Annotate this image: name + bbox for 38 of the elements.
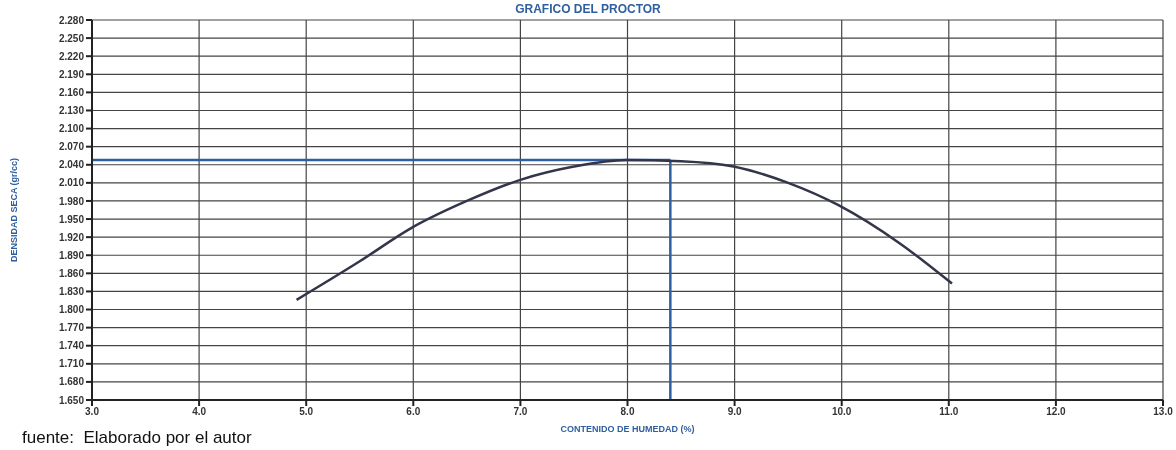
x-tick-label: 5.0 (299, 406, 314, 418)
y-tick-label: 2.040 (58, 159, 85, 171)
line-series (295, 158, 954, 302)
y-tick-label: 2.130 (58, 105, 85, 117)
y-tick-label: 2.160 (58, 86, 85, 98)
y-tick-label: 1.890 (58, 249, 85, 261)
y-tick-label: 1.710 (58, 358, 85, 370)
y-tick-label: 1.830 (58, 285, 85, 297)
x-tick-label: 11.0 (939, 406, 959, 418)
y-tick-label: 1.980 (58, 195, 85, 207)
x-axis-title: CONTENIDO DE HUMEDAD (%) (560, 424, 695, 434)
x-tick-label: 13.0 (1153, 406, 1174, 418)
source-note: fuente: Elaborado por el autor (22, 428, 252, 448)
y-axis-title: DENSIDAD SECA (gr/cc) (9, 157, 19, 263)
y-tick-label: 1.950 (58, 213, 85, 225)
y-tick-label: 2.250 (58, 32, 85, 44)
y-tick-label: 2.070 (58, 141, 85, 153)
y-tick-label: 2.100 (58, 123, 85, 135)
x-tick-label: 7.0 (513, 406, 528, 418)
y-tick-label: 1.800 (58, 304, 85, 316)
y-tick-label: 1.770 (58, 322, 85, 334)
y-tick-label: 2.010 (58, 177, 85, 189)
x-tick-label: 9.0 (727, 406, 742, 418)
y-tick-label: 1.650 (58, 394, 85, 406)
y-tick-label: 1.920 (58, 231, 85, 243)
y-tick-label: 2.220 (58, 50, 85, 62)
y-tick-label: 1.680 (58, 376, 85, 388)
x-tick-label: 8.0 (620, 406, 635, 418)
chart-title: GRAFICO DEL PROCTOR (514, 2, 662, 16)
y-tick-label: 2.280 (58, 14, 85, 26)
y-tick-label: 2.190 (58, 68, 85, 80)
x-tick-label: 6.0 (406, 406, 421, 418)
x-tick-label: 4.0 (192, 406, 207, 418)
y-tick-label: 1.740 (58, 340, 85, 352)
x-tick-label: 12.0 (1046, 406, 1067, 418)
x-tick-label: 3.0 (85, 406, 100, 418)
x-tick-label: 10.0 (831, 406, 852, 418)
y-tick-label: 1.860 (58, 267, 85, 279)
